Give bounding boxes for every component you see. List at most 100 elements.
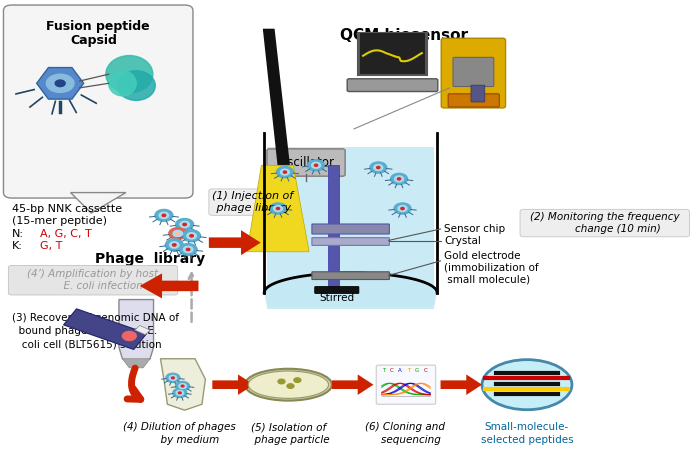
- Text: Gold electrode
(immobilization of
 small molecule): Gold electrode (immobilization of small …: [444, 251, 538, 284]
- Circle shape: [173, 230, 183, 237]
- Ellipse shape: [108, 71, 136, 96]
- Polygon shape: [64, 309, 147, 349]
- Text: Stirred: Stirred: [319, 293, 354, 303]
- Circle shape: [176, 391, 183, 395]
- FancyBboxPatch shape: [209, 189, 295, 215]
- Text: C: C: [424, 368, 427, 373]
- Circle shape: [391, 174, 407, 185]
- FancyBboxPatch shape: [360, 33, 426, 74]
- FancyBboxPatch shape: [4, 5, 193, 198]
- Text: (2) Monitoring the frequency
        change (10 min): (2) Monitoring the frequency change (10 …: [530, 212, 680, 234]
- Circle shape: [166, 373, 180, 382]
- FancyBboxPatch shape: [267, 149, 345, 176]
- Circle shape: [155, 209, 173, 221]
- Circle shape: [186, 248, 190, 251]
- FancyBboxPatch shape: [376, 365, 435, 404]
- Circle shape: [55, 80, 65, 87]
- Circle shape: [374, 164, 383, 170]
- Circle shape: [398, 178, 400, 180]
- Circle shape: [190, 234, 193, 237]
- Circle shape: [307, 160, 325, 171]
- Text: G, T: G, T: [32, 241, 62, 251]
- Polygon shape: [328, 165, 339, 288]
- Circle shape: [276, 167, 293, 178]
- FancyBboxPatch shape: [471, 85, 485, 102]
- Circle shape: [165, 239, 183, 251]
- FancyBboxPatch shape: [448, 94, 499, 107]
- Circle shape: [173, 388, 187, 398]
- Circle shape: [398, 206, 407, 212]
- Ellipse shape: [245, 369, 332, 401]
- Polygon shape: [262, 29, 290, 170]
- Circle shape: [176, 382, 190, 391]
- Polygon shape: [247, 165, 309, 252]
- Circle shape: [180, 221, 190, 228]
- Ellipse shape: [482, 360, 572, 410]
- Circle shape: [178, 392, 181, 394]
- Text: T: T: [382, 368, 385, 373]
- Polygon shape: [264, 273, 437, 306]
- Circle shape: [122, 332, 136, 341]
- Polygon shape: [36, 68, 84, 99]
- Circle shape: [169, 376, 176, 380]
- Polygon shape: [119, 300, 153, 365]
- Text: (5) Isolation of
  phage particle: (5) Isolation of phage particle: [248, 422, 329, 445]
- FancyBboxPatch shape: [8, 266, 178, 295]
- Circle shape: [314, 164, 318, 166]
- Circle shape: [172, 377, 174, 379]
- Polygon shape: [71, 192, 126, 213]
- Circle shape: [394, 203, 411, 214]
- Circle shape: [395, 176, 403, 182]
- Text: QCM biosensor: QCM biosensor: [340, 28, 468, 43]
- FancyBboxPatch shape: [453, 57, 494, 87]
- Circle shape: [162, 214, 166, 217]
- Text: C: C: [390, 368, 394, 373]
- Ellipse shape: [248, 371, 328, 398]
- FancyBboxPatch shape: [358, 33, 427, 75]
- Text: A: A: [398, 368, 402, 373]
- FancyBboxPatch shape: [315, 286, 359, 294]
- Text: Phage  library: Phage library: [95, 251, 205, 266]
- Polygon shape: [212, 375, 254, 395]
- Text: Small-molecule-
selected peptides: Small-molecule- selected peptides: [481, 422, 573, 445]
- Circle shape: [179, 384, 186, 388]
- Circle shape: [159, 212, 169, 218]
- Polygon shape: [160, 359, 205, 410]
- Circle shape: [270, 203, 286, 214]
- Circle shape: [294, 378, 301, 382]
- Text: (6) Cloning and
    sequencing: (6) Cloning and sequencing: [365, 422, 444, 445]
- Polygon shape: [140, 273, 199, 299]
- Circle shape: [172, 244, 176, 246]
- Text: N:: N:: [12, 229, 24, 239]
- FancyBboxPatch shape: [312, 224, 389, 234]
- FancyBboxPatch shape: [312, 272, 389, 279]
- Text: K:: K:: [12, 241, 22, 251]
- Circle shape: [179, 244, 197, 256]
- FancyBboxPatch shape: [520, 209, 690, 237]
- Circle shape: [169, 228, 187, 240]
- Circle shape: [377, 166, 380, 169]
- Circle shape: [287, 384, 294, 388]
- Circle shape: [284, 171, 286, 173]
- Text: A, G, C, T: A, G, C, T: [32, 229, 91, 239]
- Circle shape: [169, 242, 179, 248]
- Polygon shape: [332, 375, 374, 395]
- Text: (4’) Amplification by host
      E. coli infection: (4’) Amplification by host E. coli infec…: [27, 269, 159, 291]
- FancyBboxPatch shape: [441, 38, 505, 108]
- Text: (3) Recovery of genomic DNA of
  bound phages with host E.
   coli cell (BLT5615: (3) Recovery of genomic DNA of bound pha…: [12, 313, 178, 349]
- Ellipse shape: [117, 71, 155, 100]
- Circle shape: [46, 74, 74, 93]
- Circle shape: [187, 233, 196, 239]
- Circle shape: [276, 207, 280, 210]
- Text: Sensor chip: Sensor chip: [444, 224, 505, 234]
- Circle shape: [281, 169, 289, 175]
- Circle shape: [278, 379, 285, 384]
- Polygon shape: [209, 230, 260, 255]
- Polygon shape: [135, 326, 150, 335]
- Circle shape: [274, 206, 283, 212]
- FancyBboxPatch shape: [312, 238, 389, 245]
- Polygon shape: [122, 359, 150, 368]
- Circle shape: [181, 385, 184, 387]
- Text: (1) Injection of
 phage library: (1) Injection of phage library: [211, 191, 293, 213]
- FancyBboxPatch shape: [347, 79, 438, 92]
